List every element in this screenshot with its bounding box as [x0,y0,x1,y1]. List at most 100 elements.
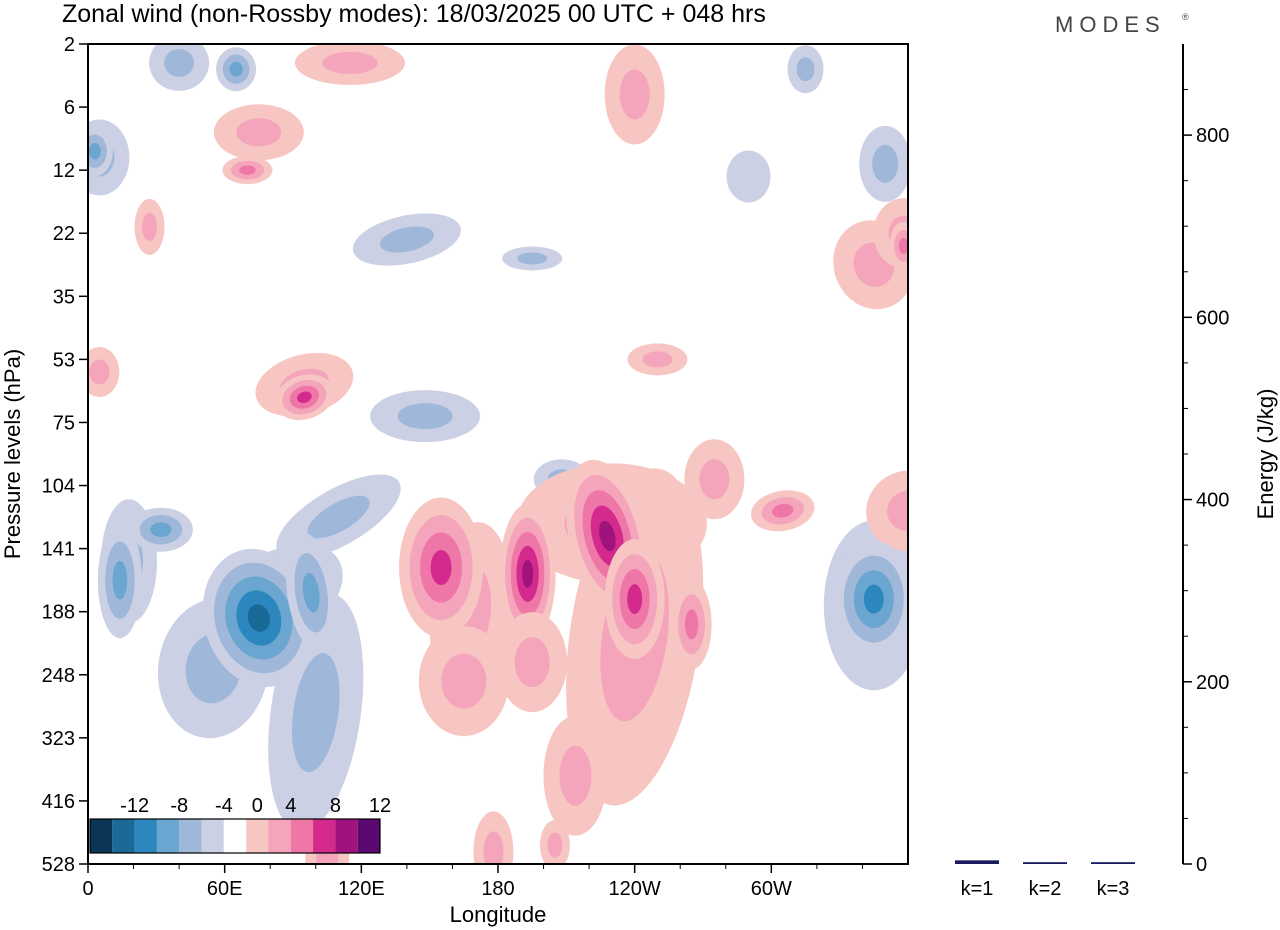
contour-level [229,61,243,77]
energy-tick-label: 800 [1196,125,1229,147]
energy-bar [1091,862,1135,864]
y-tick-label: 323 [42,728,75,750]
contour-level [142,212,157,241]
wind-anomaly-blob [88,126,113,177]
colorbar-swatch [223,819,247,853]
contour-level [887,490,908,531]
y-tick-label: 12 [53,160,75,182]
y-tick-label: 528 [42,854,75,876]
wind-anomaly-blob [418,626,509,737]
contour-level [88,142,101,160]
colorbar-label: 0 [252,795,263,817]
heatmap-field [88,44,908,864]
colorbar-swatch [201,819,224,853]
contour-level [517,252,548,265]
contour-level [291,653,340,773]
wind-anomaly-blob [787,45,824,94]
contour-level [599,520,616,552]
x-tick-label: 120E [338,878,385,900]
y-tick-label: 188 [42,602,75,624]
chart-title: Zonal wind (non-Rossby modes): 18/03/202… [62,0,766,28]
wind-anomaly-blob [502,246,563,271]
colorbar-swatch [335,819,358,853]
contour-level [796,57,815,82]
x-axis: 0 60E 120E 180 120W 60W [82,864,863,900]
energy-tick-label: 200 [1196,672,1229,694]
wind-anomaly-blob [216,47,257,92]
y-tick-label: 35 [53,286,75,308]
colorbar-label: -12 [120,795,149,817]
contour-level [150,522,172,537]
contour-level [514,637,550,688]
contour-level [726,150,771,203]
wind-anomaly-blob [539,820,570,864]
wind-anomaly-blob [889,221,908,270]
contour-level [112,560,128,600]
wind-anomaly-blob [497,612,568,713]
colorbar-swatch [290,819,314,853]
colorbar: -12 -8 -4 0 4 8 12 [89,795,391,854]
contour-level [441,653,487,709]
wind-anomaly-blob [604,539,665,660]
contour-level [89,359,110,385]
wind-anomaly-blob [286,533,337,653]
wind-anomaly-blob [370,390,481,443]
y-tick-label: 22 [53,223,75,245]
contour-level [699,459,730,500]
wind-anomaly-blob [128,507,193,552]
wind-anomaly-blob [473,811,514,864]
wind-anomaly-blob [213,104,304,161]
wind-anomaly-blob [751,490,815,532]
colorbar-label: 12 [369,795,391,817]
wind-anomaly-blob [97,522,142,639]
contour-level [236,118,282,147]
contour-level [872,144,899,183]
y-tick-label: 248 [42,665,75,687]
energy-category-label: k=3 [1097,878,1130,900]
x-axis-label: Longitude [450,902,547,927]
colorbar-swatch [156,819,180,853]
contour-level [627,584,643,615]
energy-bars: k=1 k=2 k=3 [955,860,1135,900]
contour-level [322,51,378,74]
contour-level [307,495,370,539]
wind-anomaly-blob [726,150,771,203]
colorbar-swatch [313,819,336,853]
y-tick-label: 53 [53,349,75,371]
logo-mark: ® [1182,12,1189,22]
x-tick-label: 0 [82,878,93,900]
wind-anomaly-blob [499,503,556,644]
energy-y-axis: 0 200 400 600 800 [1183,89,1229,876]
contour-level [863,584,884,614]
contour-level [379,226,434,253]
colorbar-swatch [357,819,380,853]
contour-level [547,832,563,858]
wind-anomaly-blob [88,347,120,397]
contour-level [772,503,794,518]
wind-anomaly-blob [604,44,665,145]
energy-bar [1023,862,1067,864]
wind-anomaly-blob [275,374,334,421]
contour-level [559,745,592,806]
energy-tick-label: 600 [1196,307,1229,329]
contour-level [898,237,908,254]
contour-level [483,831,504,864]
colorbar-label: -8 [170,795,188,817]
colorbar-swatch [112,819,135,853]
wind-anomaly-blob [684,439,745,520]
colorbar-swatch [134,819,157,853]
y-tick-label: 141 [42,539,75,561]
y-tick-label: 416 [42,791,75,813]
wind-anomaly-blob [671,579,712,670]
x-tick-label: 60E [207,878,243,900]
y-axis-label: Pressure levels (hPa) [0,349,25,559]
wind-anomaly-blob [866,470,908,551]
contour-level [866,470,908,551]
wind-anomaly-blob [149,44,210,91]
colorbar-label: 4 [285,795,296,817]
wind-anomaly-blob [627,343,688,376]
y-tick-label: 104 [42,476,75,498]
colorbar-label: -4 [215,795,233,817]
contour-level [247,604,271,632]
